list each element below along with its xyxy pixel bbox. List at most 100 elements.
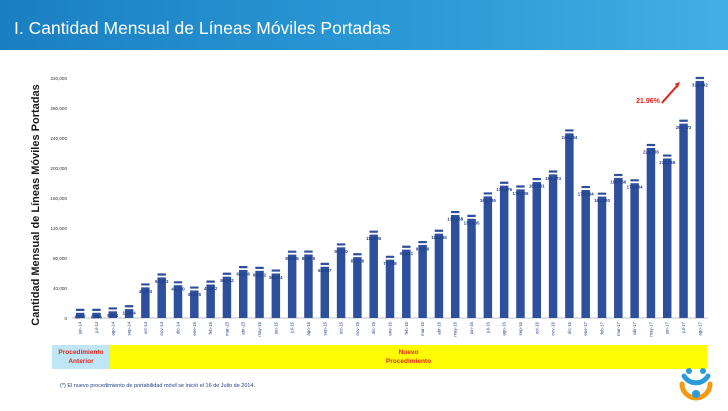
x-tick-label: mar-15 — [224, 321, 229, 335]
bar-value-label: 112,455 — [431, 235, 447, 240]
band-right-line2: Procedimiento — [385, 358, 432, 365]
band-left-line1: Procedimiento — [58, 349, 104, 356]
x-tick-label: abr-17 — [632, 321, 637, 334]
bar-cap — [532, 178, 542, 181]
x-tick-label: jul-15 — [290, 321, 295, 333]
bar — [271, 273, 281, 318]
band-right-line1: Nuevo — [398, 349, 419, 356]
bar — [630, 183, 639, 318]
header-bar: I. Cantidad Mensual de Líneas Móviles Po… — [0, 0, 728, 50]
bar-cap — [206, 280, 215, 283]
bar-cap — [271, 269, 281, 272]
bar-value-label: 179,684 — [627, 185, 643, 190]
bar-value-label: 186,766 — [610, 179, 626, 184]
bar — [255, 270, 264, 318]
bar-cap — [630, 179, 639, 182]
bar — [467, 218, 476, 318]
x-tick-label: feb-15 — [208, 321, 213, 334]
bar-value-label: 8,914 — [107, 313, 119, 318]
bar — [92, 312, 101, 318]
bar-value-label: 43,710 — [171, 287, 185, 292]
bar — [157, 277, 166, 318]
bar-value-label: 212,745 — [659, 160, 675, 165]
x-tick-label: dic-14 — [176, 321, 181, 334]
y-tick-label: 120,000 — [50, 226, 67, 231]
bar-cap — [92, 308, 101, 311]
bar-cap — [190, 286, 199, 289]
x-tick-label: jun-15 — [273, 321, 278, 335]
bar-cap — [108, 307, 118, 310]
bar-cap — [646, 143, 656, 147]
x-tick-label: mar-16 — [420, 321, 425, 335]
x-tick-label: sep-14 — [127, 321, 132, 335]
x-tick-label: nov-14 — [159, 321, 164, 335]
bar — [320, 266, 330, 318]
x-tick-label: jul-16 — [485, 321, 490, 333]
x-tick-label: jul-14 — [94, 321, 99, 333]
bar-value-label: 40,883 — [139, 289, 153, 294]
bar-value-label: 55,142 — [220, 278, 234, 283]
x-tick-label: may-15 — [257, 321, 262, 336]
x-tick-label: feb-16 — [404, 321, 409, 334]
bar-cap — [695, 76, 705, 80]
x-tick-label: ene-15 — [192, 321, 197, 335]
bar — [597, 196, 607, 318]
bar — [108, 311, 118, 318]
x-tick-label: may-16 — [453, 321, 458, 336]
bar-cap — [597, 192, 607, 195]
x-tick-label: jun-17 — [665, 321, 670, 335]
footnote: (*) El nuevo procedimiento de portabilid… — [60, 383, 256, 389]
bar-value-label: 226,765 — [643, 149, 659, 154]
bar-cap — [450, 210, 460, 214]
x-tick-label: oct-16 — [534, 321, 539, 334]
bar-cap — [141, 283, 150, 286]
bar — [238, 269, 248, 318]
bar — [385, 259, 395, 318]
bar-value-label: 170,684 — [578, 191, 594, 196]
bar-cap — [304, 250, 313, 253]
y-tick-label: 160,000 — [50, 196, 67, 201]
bar — [646, 147, 656, 318]
bar-value-label: 191,474 — [545, 176, 561, 181]
bar-value-label: 6,947 — [75, 314, 87, 319]
bar-value-label: 59,374 — [269, 275, 283, 280]
bar — [353, 257, 362, 318]
bar-value-label: 62,922 — [253, 272, 267, 277]
y-tick-label: 80,000 — [53, 256, 67, 261]
y-tick-label: 200,000 — [50, 166, 67, 171]
x-tick-label: jun-14 — [78, 321, 83, 335]
x-tick-label: nov-16 — [551, 321, 556, 335]
x-tick-label: abr-15 — [241, 321, 246, 334]
x-tick-label: oct-15 — [339, 321, 344, 334]
osiptel-logo-icon — [679, 368, 713, 401]
bar-cap — [75, 308, 85, 311]
bar-value-label: 94,230 — [334, 249, 348, 254]
bar-value-label: 171,496 — [513, 191, 529, 196]
band-previous-procedure: Procedimiento Anterior — [52, 345, 110, 369]
bar-cap — [434, 229, 444, 232]
growth-arrow-icon — [661, 84, 679, 104]
bar-value-label: 36,735 — [188, 292, 202, 297]
x-tick-label: jun-16 — [469, 321, 474, 335]
bar-value-label: 111,205 — [366, 236, 382, 241]
bar-cap — [173, 281, 183, 284]
bar-value-label: 132,305 — [464, 220, 480, 225]
bar-cap — [336, 243, 346, 246]
bar — [369, 234, 378, 318]
bar-value-label: 259,172 — [676, 125, 692, 130]
bar-value-label: 162,186 — [480, 198, 496, 203]
bar-cap — [157, 273, 166, 276]
bar-cap — [353, 253, 362, 256]
bar — [75, 312, 85, 318]
bar — [662, 158, 672, 318]
x-tick-label: ago-17 — [697, 321, 702, 335]
x-tick-label: dic-15 — [371, 321, 376, 334]
y-tick-label: 280,000 — [50, 106, 67, 111]
bar — [336, 247, 346, 318]
bar — [548, 174, 558, 318]
bar-cap — [581, 185, 590, 189]
bar-cap — [516, 185, 525, 188]
bar-value-label: 176,476 — [496, 187, 512, 192]
x-tick-label: mar-17 — [616, 321, 621, 335]
